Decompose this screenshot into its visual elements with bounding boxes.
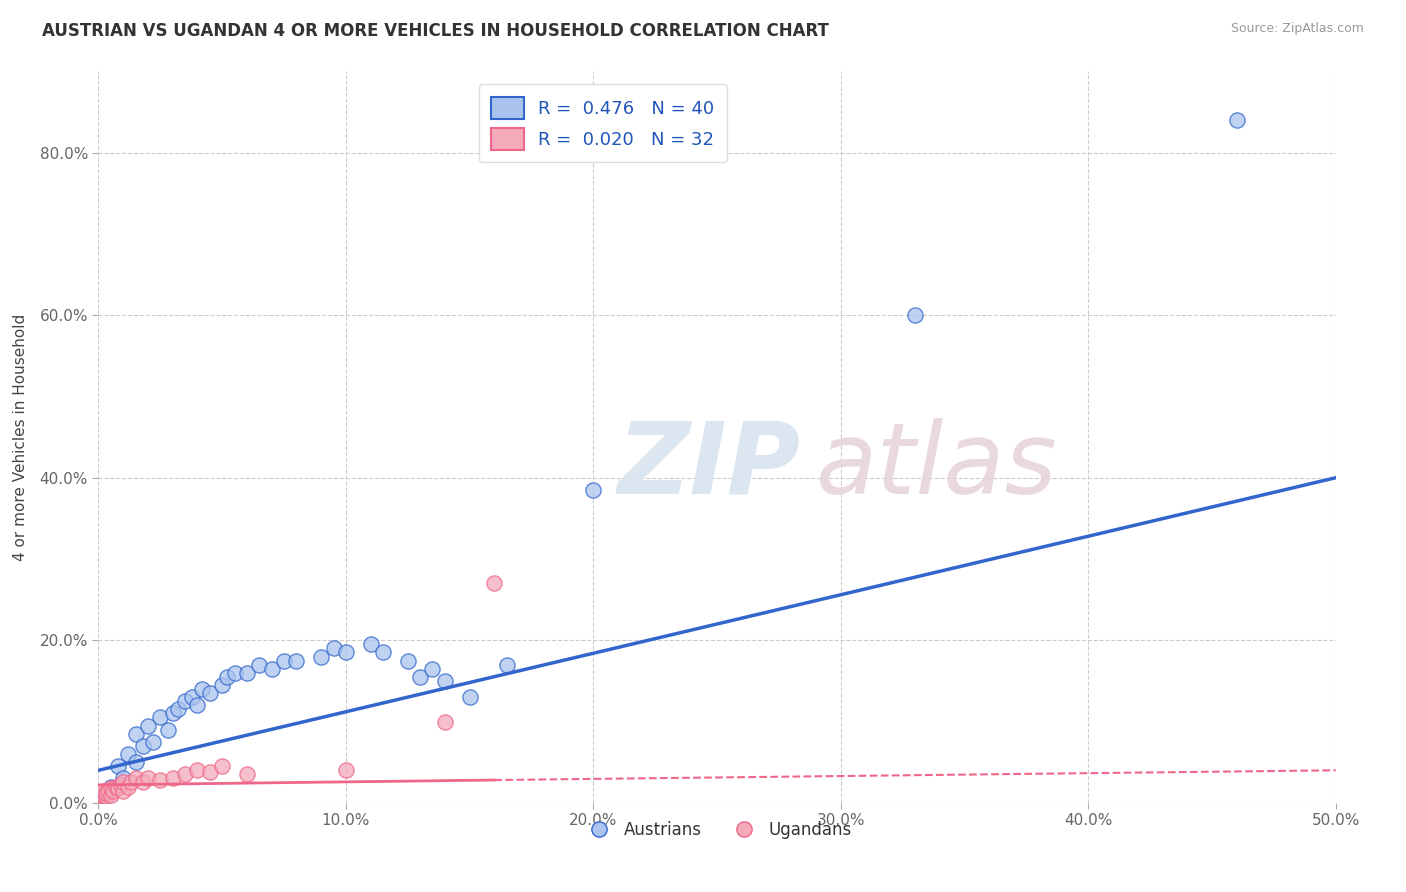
Text: Source: ZipAtlas.com: Source: ZipAtlas.com — [1230, 22, 1364, 36]
Point — [484, 576, 506, 591]
Point — [260, 662, 283, 676]
Point — [149, 772, 172, 787]
Text: AUSTRIAN VS UGANDAN 4 OR MORE VEHICLES IN HOUSEHOLD CORRELATION CHART: AUSTRIAN VS UGANDAN 4 OR MORE VEHICLES I… — [42, 22, 830, 40]
Point — [110, 778, 132, 792]
Point — [107, 781, 129, 796]
Point — [100, 788, 122, 802]
Text: ZIP: ZIP — [619, 417, 801, 515]
Point — [181, 690, 204, 705]
Point — [433, 673, 456, 688]
Point — [1226, 113, 1249, 128]
Point — [582, 483, 605, 497]
Point — [124, 727, 146, 741]
Point — [100, 781, 122, 796]
Point — [309, 649, 332, 664]
Point — [174, 694, 197, 708]
Point — [97, 783, 120, 797]
Point — [458, 690, 481, 705]
Point — [422, 662, 444, 676]
Point — [93, 783, 115, 797]
Point — [94, 789, 117, 804]
Point — [117, 780, 139, 794]
Point — [149, 710, 172, 724]
Point — [335, 645, 357, 659]
Point — [433, 714, 456, 729]
Point — [247, 657, 270, 672]
Point — [396, 654, 419, 668]
Point — [124, 772, 146, 786]
Y-axis label: 4 or more Vehicles in Household: 4 or more Vehicles in Household — [14, 313, 28, 561]
Point — [142, 735, 165, 749]
Point — [90, 788, 112, 802]
Point — [495, 657, 517, 672]
Point — [117, 747, 139, 761]
Point — [198, 764, 221, 779]
Point — [136, 772, 159, 786]
Point — [335, 764, 357, 778]
Point — [136, 718, 159, 732]
Point — [236, 665, 259, 680]
Point — [409, 670, 432, 684]
Point — [166, 702, 188, 716]
Point — [191, 681, 214, 696]
Point — [103, 783, 125, 797]
Point — [120, 775, 142, 789]
Point — [162, 706, 184, 721]
Point — [87, 788, 110, 802]
Point — [104, 780, 127, 794]
Point — [174, 767, 197, 781]
Point — [112, 783, 135, 797]
Point — [90, 791, 112, 805]
Text: atlas: atlas — [815, 417, 1057, 515]
Point — [132, 739, 155, 753]
Point — [198, 686, 221, 700]
Point — [112, 772, 135, 786]
Point — [236, 767, 259, 781]
Legend: Austrians, Ugandans: Austrians, Ugandans — [575, 814, 859, 846]
Point — [186, 698, 208, 713]
Point — [94, 786, 117, 800]
Point — [371, 645, 394, 659]
Point — [186, 764, 208, 778]
Point — [132, 775, 155, 789]
Point — [360, 637, 382, 651]
Point — [87, 791, 110, 805]
Point — [217, 670, 239, 684]
Point — [93, 788, 115, 802]
Point — [273, 654, 295, 668]
Point — [904, 308, 927, 322]
Point — [211, 759, 233, 773]
Point — [285, 654, 308, 668]
Point — [100, 780, 122, 794]
Point — [211, 678, 233, 692]
Point — [224, 665, 246, 680]
Point — [156, 723, 179, 737]
Point — [162, 772, 184, 786]
Point — [322, 641, 344, 656]
Point — [112, 775, 135, 789]
Point — [107, 759, 129, 773]
Point — [124, 755, 146, 769]
